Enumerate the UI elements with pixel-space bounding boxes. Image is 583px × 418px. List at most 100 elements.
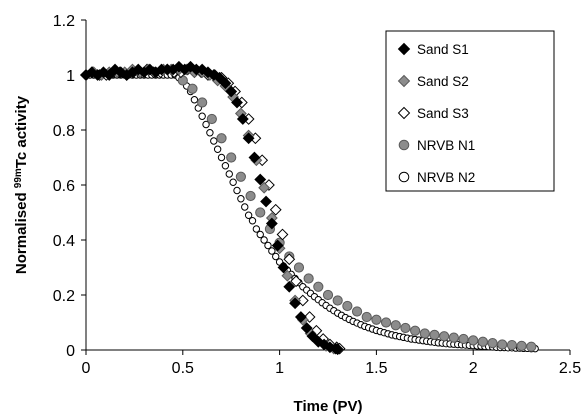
data-point: [516, 340, 527, 351]
data-point: [458, 333, 469, 345]
data-point: [237, 195, 245, 203]
data-point: [197, 97, 208, 108]
legend-label: Sand S1: [417, 42, 469, 57]
data-point: [256, 230, 264, 239]
data-point: [264, 241, 272, 250]
y-tick-label: 1.2: [53, 13, 75, 30]
data-point: [283, 280, 296, 293]
data-point: [244, 211, 253, 219]
data-point: [294, 311, 307, 323]
data-point: [293, 262, 305, 273]
plot-area: 0 0.5 1 1.5 2 2.5 0 0.2 0.4 0.6 0.8 1 1.2: [53, 13, 581, 377]
legend-label: NRVB N1: [417, 138, 475, 153]
x-tick-label: 2.5: [559, 360, 581, 377]
data-point: [313, 281, 324, 292]
data-point: [248, 217, 257, 225]
data-point: [231, 96, 243, 109]
data-point: [276, 228, 289, 241]
data-point: [198, 112, 206, 120]
data-point: [506, 339, 518, 351]
series-layer: [80, 60, 539, 356]
data-point: [390, 320, 401, 331]
data-point: [103, 69, 116, 81]
legend-marker: [397, 106, 411, 120]
legend-box: [385, 30, 555, 192]
data-point: [206, 129, 214, 137]
legend-marker: [397, 74, 411, 88]
x-axis-title: Time (PV): [294, 398, 363, 415]
data-point: [361, 311, 372, 323]
data-point: [526, 341, 537, 352]
series-nrvb-n2: [82, 71, 539, 353]
data-point: [283, 253, 296, 266]
data-point: [132, 63, 145, 76]
data-point: [468, 335, 479, 346]
data-point: [448, 332, 459, 343]
data-point: [332, 295, 343, 306]
data-point: [143, 63, 156, 76]
series-sand-s3: [80, 63, 346, 355]
data-point: [216, 133, 227, 144]
data-point: [233, 186, 241, 195]
y-tick-label: 0.4: [53, 233, 75, 250]
data-point: [303, 273, 314, 284]
x-tick-label: 1: [275, 360, 284, 377]
data-point: [187, 83, 198, 94]
y-axis-title-post: Tc activity: [13, 95, 30, 168]
legend-item: Sand S2: [397, 74, 469, 89]
legend-marker: [397, 42, 411, 56]
data-point: [85, 66, 98, 79]
legend-items: Sand S1 Sand S2 Sand S3 NRVB N1 NRVB N2: [397, 42, 475, 185]
data-point: [410, 325, 421, 336]
data-point: [241, 203, 249, 211]
data-point: [351, 306, 363, 317]
data-point: [289, 297, 301, 310]
data-point: [269, 203, 282, 216]
y-tick-label: 0.2: [53, 288, 75, 305]
legend-item: Sand S1: [397, 42, 469, 57]
data-point: [260, 236, 268, 244]
data-point: [207, 69, 220, 81]
data-point: [272, 252, 280, 261]
x-tick-label: 2: [469, 360, 478, 377]
data-point: [258, 181, 271, 194]
y-tick-label: 1: [66, 68, 75, 85]
data-point: [419, 328, 430, 339]
data-point: [248, 151, 261, 164]
legend-label: NRVB N2: [417, 170, 475, 185]
legend-item: NRVB N1: [398, 138, 475, 153]
data-point: [190, 96, 199, 104]
data-point: [255, 207, 266, 218]
data-point: [254, 173, 267, 186]
data-point: [271, 239, 284, 252]
legend-label: Sand S3: [417, 106, 469, 121]
data-point: [371, 314, 382, 325]
data-point: [242, 132, 255, 145]
legend-label: Sand S2: [417, 74, 469, 89]
x-ticks: 0 0.5 1 1.5 2 2.5: [82, 350, 581, 377]
data-point: [342, 300, 353, 312]
data-point: [380, 317, 392, 328]
data-point: [439, 331, 450, 342]
data-point: [202, 120, 210, 129]
data-point: [487, 338, 498, 349]
x-tick-label: 1.5: [365, 360, 387, 377]
data-point: [221, 162, 230, 170]
y-axis-title-sup: 99m: [13, 168, 24, 188]
y-axis-title: Normalised 99mTc activity: [13, 95, 31, 274]
data-point: [477, 336, 488, 347]
data-point: [331, 343, 344, 356]
x-tick-label: 0.5: [172, 360, 194, 377]
data-point: [213, 71, 226, 84]
data-point: [268, 247, 276, 255]
data-point: [236, 113, 249, 125]
data-point: [265, 217, 278, 230]
data-point: [225, 85, 238, 98]
data-point: [290, 275, 302, 288]
data-point: [196, 63, 209, 76]
data-point: [429, 329, 440, 340]
legend-item: NRVB N2: [398, 170, 475, 185]
data-point: [206, 113, 217, 125]
data-point: [219, 77, 232, 90]
